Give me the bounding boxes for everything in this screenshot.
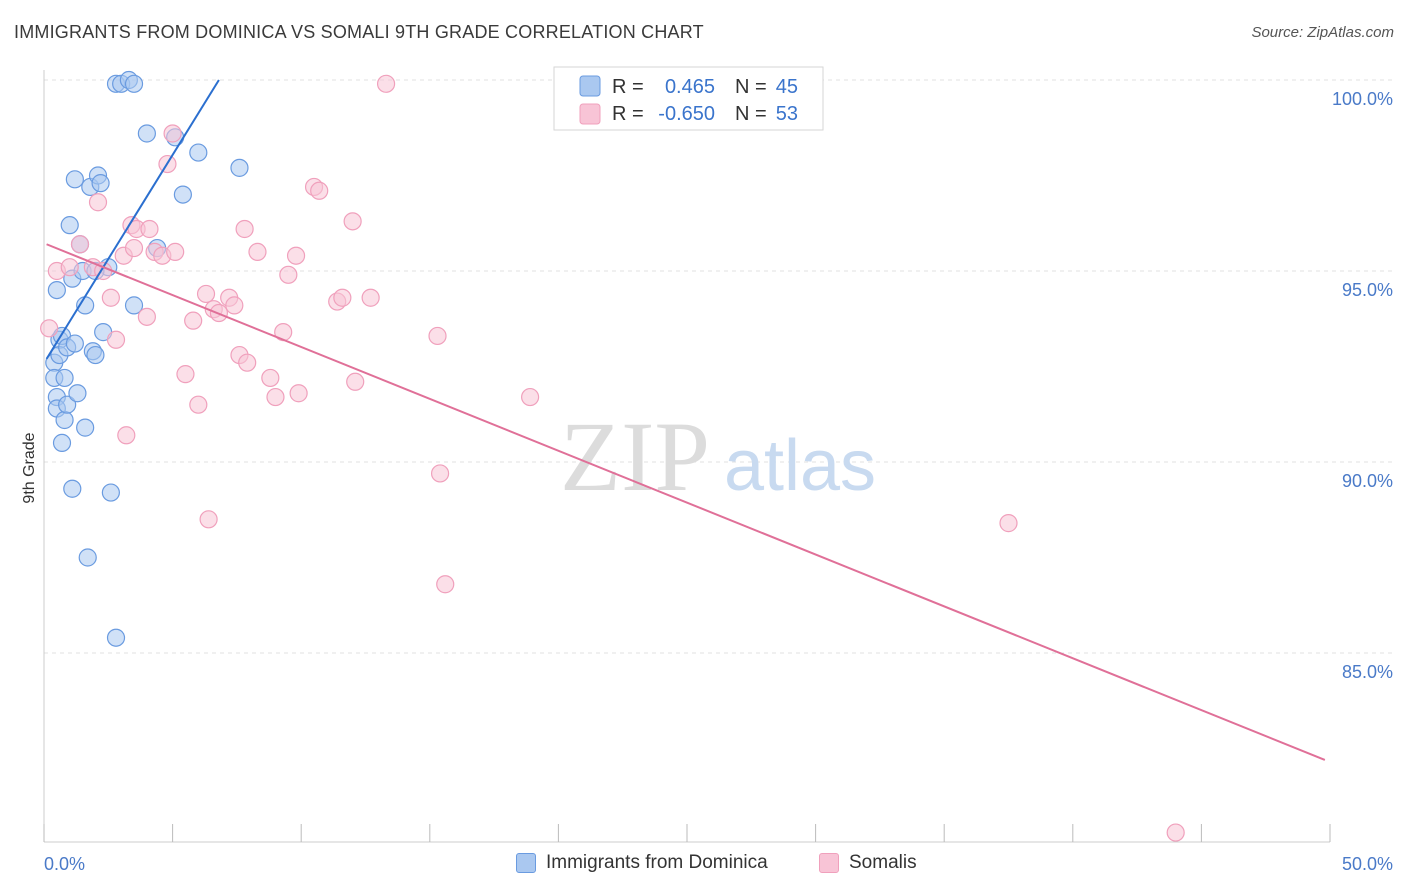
point-somalis bbox=[166, 242, 185, 261]
watermark: ZIP atlas bbox=[560, 401, 876, 512]
point-dominica bbox=[52, 433, 72, 452]
point-dominica bbox=[189, 143, 208, 162]
point-somalis bbox=[310, 181, 329, 200]
point-somalis bbox=[266, 387, 285, 407]
point-somalis bbox=[999, 514, 1018, 533]
data-points bbox=[40, 70, 1185, 842]
point-dominica bbox=[60, 216, 79, 235]
legend-r-label-2: R = bbox=[612, 103, 644, 125]
point-dominica bbox=[63, 479, 82, 498]
legend-swatch-dominica bbox=[579, 75, 601, 97]
legend-item-dominica: Immigrants from Dominica bbox=[516, 852, 768, 874]
axes bbox=[43, 70, 1331, 843]
point-dominica bbox=[65, 170, 84, 189]
point-somalis bbox=[279, 265, 298, 284]
point-somalis bbox=[184, 311, 203, 330]
watermark-atlas: atlas bbox=[724, 426, 876, 506]
trend-lines bbox=[45, 79, 1326, 761]
y-tick-label: 100.0% bbox=[1332, 89, 1393, 109]
point-dominica bbox=[65, 334, 84, 353]
point-somalis bbox=[436, 575, 455, 594]
point-dominica bbox=[137, 124, 156, 143]
legend-r-value-1: 0.465 bbox=[665, 76, 715, 98]
stats-legend: R = 0.465 N = 45 R = -0.650 N = 53 bbox=[553, 66, 824, 131]
legend-swatch-somalis bbox=[579, 103, 601, 125]
y-tick-labels: 85.0% 90.0% 95.0% 100.0% bbox=[1332, 89, 1393, 682]
point-dominica bbox=[106, 628, 126, 647]
point-somalis bbox=[163, 124, 182, 143]
legend-label-dominica: Immigrants from Dominica bbox=[546, 852, 768, 873]
point-dominica bbox=[58, 395, 77, 414]
point-dominica bbox=[78, 548, 97, 567]
point-somalis bbox=[261, 368, 280, 388]
point-somalis bbox=[361, 288, 380, 307]
point-somalis bbox=[286, 246, 306, 265]
point-somalis bbox=[225, 296, 244, 315]
point-somalis bbox=[137, 307, 156, 326]
point-somalis bbox=[70, 235, 90, 254]
legend-r-label-1: R = bbox=[612, 76, 644, 98]
point-somalis bbox=[117, 426, 136, 445]
point-somalis bbox=[235, 219, 254, 239]
point-somalis bbox=[343, 212, 362, 231]
point-somalis bbox=[346, 372, 365, 391]
point-somalis bbox=[196, 284, 216, 304]
legend-n-value-1: 45 bbox=[776, 76, 798, 98]
trend-line-somalis bbox=[46, 243, 1326, 761]
x-tick-label: 0.0% bbox=[44, 854, 85, 874]
point-somalis bbox=[40, 319, 59, 338]
point-somalis bbox=[376, 74, 396, 93]
point-somalis bbox=[124, 238, 144, 258]
point-dominica bbox=[76, 418, 95, 437]
point-somalis bbox=[333, 288, 352, 307]
legend-label-somalis: Somalis bbox=[849, 852, 917, 873]
legend-r-value-2: -0.650 bbox=[658, 103, 715, 125]
point-dominica bbox=[230, 158, 249, 177]
y-tick-label: 85.0% bbox=[1342, 662, 1393, 682]
point-somalis bbox=[428, 326, 447, 346]
source-label: Source: ZipAtlas.com bbox=[1251, 24, 1394, 41]
x-tick-labels: 0.0% 50.0% bbox=[44, 854, 1393, 874]
legend-n-label-1: N = bbox=[735, 76, 767, 98]
point-dominica bbox=[91, 174, 110, 193]
trend-line-dominica bbox=[45, 79, 220, 360]
point-somalis bbox=[430, 464, 450, 483]
y-axis-label: 9th Grade bbox=[21, 432, 38, 503]
legend-n-label-2: N = bbox=[735, 103, 767, 125]
point-somalis bbox=[106, 330, 126, 349]
legend-swatch-dominica-bottom bbox=[516, 853, 536, 873]
point-dominica bbox=[173, 185, 192, 204]
chart-title: IMMIGRANTS FROM DOMINICA VS SOMALI 9TH G… bbox=[14, 22, 704, 42]
point-dominica bbox=[101, 483, 120, 502]
point-somalis bbox=[289, 384, 308, 403]
legend-item-somalis: Somalis bbox=[819, 852, 917, 874]
point-somalis bbox=[60, 258, 79, 277]
point-somalis bbox=[521, 387, 540, 407]
point-somalis bbox=[176, 365, 195, 384]
point-dominica bbox=[68, 384, 87, 403]
x-tick-label: 50.0% bbox=[1342, 854, 1393, 874]
point-somalis bbox=[189, 395, 208, 414]
point-somalis bbox=[199, 510, 218, 529]
point-somalis bbox=[88, 193, 108, 212]
watermark-zip: ZIP bbox=[560, 401, 710, 512]
point-somalis bbox=[101, 288, 120, 307]
point-somalis bbox=[140, 219, 159, 239]
point-dominica bbox=[55, 368, 74, 388]
y-tick-label: 90.0% bbox=[1342, 471, 1393, 491]
y-tick-label: 95.0% bbox=[1342, 280, 1393, 300]
point-somalis bbox=[1166, 823, 1185, 842]
point-dominica bbox=[55, 410, 74, 430]
point-somalis bbox=[238, 353, 257, 372]
legend-n-value-2: 53 bbox=[776, 103, 798, 125]
point-dominica bbox=[86, 345, 105, 365]
point-dominica bbox=[124, 74, 144, 93]
point-dominica bbox=[47, 281, 66, 300]
legend-swatch-somalis-bottom bbox=[819, 853, 839, 873]
point-somalis bbox=[248, 242, 267, 261]
point-dominica bbox=[124, 296, 144, 315]
